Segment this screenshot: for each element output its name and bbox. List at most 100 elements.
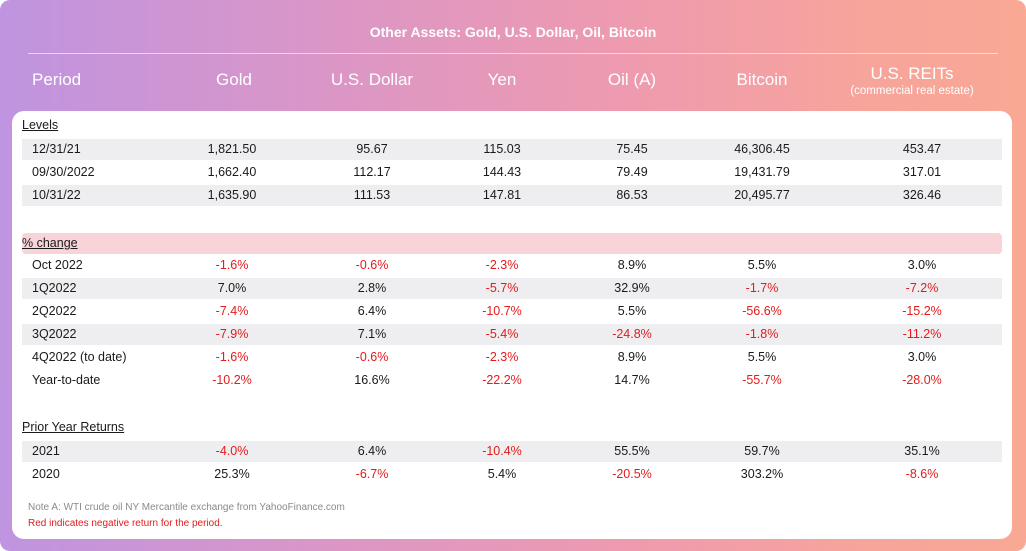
cell-us-reits: -15.2% [902, 304, 942, 318]
section-levels-label: Levels [22, 118, 59, 132]
header-yen: Yen [487, 70, 517, 89]
cell-oil: 8.9% [617, 258, 647, 272]
header-gold: Gold [216, 70, 252, 89]
cell-period: 3Q2022 [32, 327, 77, 341]
cell-us-reits: -7.2% [905, 281, 939, 295]
column-header-row: Period Gold U.S. Dollar Yen Oil (A) Bitc… [12, 60, 1012, 100]
table-row: Year-to-date -10.2% 16.6% -22.2% 14.7% -55.7%… [22, 370, 1002, 391]
cell-us-reits: 3.0% [907, 258, 937, 272]
table-row: 2Q2022 -7.4% 6.4% -10.7% 5.5% -56.6% -15.2% [22, 301, 1002, 322]
cell-gold: 7.0% [217, 281, 247, 295]
table-row: Oct 2022 -1.6% -0.6% -2.3% 8.9% 5.5% 3.0% [22, 255, 1002, 276]
cell-us-dollar: 111.53 [353, 188, 391, 202]
section-pct-change-label: % change [22, 236, 78, 250]
cell-us-dollar: 112.17 [353, 165, 391, 179]
cell-bitcoin: -1.8% [745, 327, 779, 341]
cell-bitcoin: -1.7% [745, 281, 779, 295]
cell-period: 2020 [32, 467, 60, 481]
cell-oil: 5.5% [617, 304, 647, 318]
table-title: Other Assets: Gold, U.S. Dollar, Oil, Bi… [369, 24, 657, 40]
cell-period: 2Q2022 [32, 304, 77, 318]
cell-yen: -2.3% [485, 350, 519, 364]
cell-bitcoin: -55.7% [742, 373, 782, 387]
header-us-dollar: U.S. Dollar [330, 70, 414, 89]
cell-period: 1Q2022 [32, 281, 77, 295]
cell-gold: 1,662.40 [207, 165, 257, 179]
cell-us-dollar: 16.6% [354, 373, 390, 387]
cell-gold: -10.2% [212, 373, 252, 387]
cell-us-dollar: -0.6% [355, 350, 389, 364]
section-pct-change-title: % change [22, 233, 1002, 254]
cell-us-reits: -28.0% [902, 373, 942, 387]
header-us-reits-label: U.S. REITs [870, 63, 954, 83]
cell-us-reits: 453.47 [902, 142, 942, 156]
cell-bitcoin: 5.5% [747, 350, 777, 364]
cell-yen: -10.7% [482, 304, 522, 318]
cell-oil: 8.9% [617, 350, 647, 364]
cell-us-dollar: -6.7% [355, 467, 389, 481]
cell-period: 4Q2022 (to date) [32, 350, 127, 364]
cell-us-reits: -11.2% [902, 327, 942, 341]
cell-gold: 25.3% [214, 467, 250, 481]
cell-gold: -4.0% [215, 444, 249, 458]
cell-yen: 147.81 [482, 188, 522, 202]
cell-gold: 1,635.90 [207, 188, 257, 202]
cell-us-reits: 317.01 [902, 165, 942, 179]
header-us-reits: U.S. REITs (commercial real estate) [822, 60, 1002, 100]
cell-period: 10/31/22 [32, 188, 81, 202]
cell-gold: -1.6% [215, 350, 249, 364]
cell-yen: -2.3% [485, 258, 519, 272]
cell-period: 2021 [32, 444, 60, 458]
cell-gold: -7.4% [215, 304, 249, 318]
cell-yen: -10.4% [482, 444, 522, 458]
cell-period: 12/31/21 [32, 142, 81, 156]
header-period: Period [32, 70, 82, 89]
cell-us-reits: 326.46 [902, 188, 942, 202]
section-prior-year-title: Prior Year Returns [22, 417, 1002, 438]
cell-period: Year-to-date [32, 373, 101, 387]
footnote-oil: Note A: WTI crude oil NY Mercantile exch… [28, 502, 345, 513]
cell-yen: -22.2% [482, 373, 522, 387]
cell-us-dollar: 2.8% [357, 281, 387, 295]
cell-gold: -1.6% [215, 258, 249, 272]
cell-gold: -7.9% [215, 327, 249, 341]
title-divider [28, 53, 998, 54]
data-panel: Levels 12/31/21 1,821.50 95.67 115.03 75.45 4… [12, 111, 1012, 539]
cell-oil: 32.9% [614, 281, 650, 295]
cell-oil: 55.5% [614, 444, 650, 458]
cell-gold: 1,821.50 [207, 142, 257, 156]
cell-bitcoin: -56.6% [742, 304, 782, 318]
cell-yen: -5.4% [485, 327, 519, 341]
table-row: 09/30/2022 1,662.40 112.17 144.43 79.49 19,43… [22, 162, 1002, 183]
table-row: 2020 25.3% -6.7% 5.4% -20.5% 303.2% -8.6% [22, 464, 1002, 485]
cell-bitcoin: 303.2% [740, 467, 784, 481]
cell-oil: 79.49 [616, 165, 648, 179]
cell-us-reits: 3.0% [907, 350, 937, 364]
cell-us-reits: -8.6% [905, 467, 939, 481]
footnote-red-legend: Red indicates negative return for the pe… [28, 518, 223, 529]
section-levels-title: Levels [22, 115, 1002, 136]
cell-bitcoin: 59.7% [744, 444, 780, 458]
cell-yen: 5.4% [487, 467, 517, 481]
cell-oil: 86.53 [616, 188, 648, 202]
cell-period: 09/30/2022 [32, 165, 95, 179]
cell-bitcoin: 5.5% [747, 258, 777, 272]
header-oil: Oil (A) [607, 70, 657, 89]
cell-us-dollar: 6.4% [357, 304, 387, 318]
table-row: 1Q2022 7.0% 2.8% -5.7% 32.9% -1.7% -7.2% [22, 278, 1002, 299]
cell-bitcoin: 19,431.79 [734, 165, 790, 179]
cell-yen: -5.7% [485, 281, 519, 295]
cell-oil: 75.45 [616, 142, 648, 156]
cell-yen: 144.43 [482, 165, 522, 179]
table-row: 12/31/21 1,821.50 95.67 115.03 75.45 46,306.4… [22, 139, 1002, 160]
cell-us-dollar: 7.1% [357, 327, 387, 341]
cell-period: Oct 2022 [32, 258, 83, 272]
cell-oil: -24.8% [612, 327, 652, 341]
table-row: 4Q2022 (to date) -1.6% -0.6% -2.3% 8.9% 5.5% 3… [22, 347, 1002, 368]
table-row: 2021 -4.0% 6.4% -10.4% 55.5% 59.7% 35.1% [22, 441, 1002, 462]
cell-us-reits: 35.1% [904, 444, 940, 458]
section-prior-year-label: Prior Year Returns [22, 420, 125, 434]
header-bitcoin: Bitcoin [736, 70, 788, 89]
cell-oil: -20.5% [612, 467, 652, 481]
